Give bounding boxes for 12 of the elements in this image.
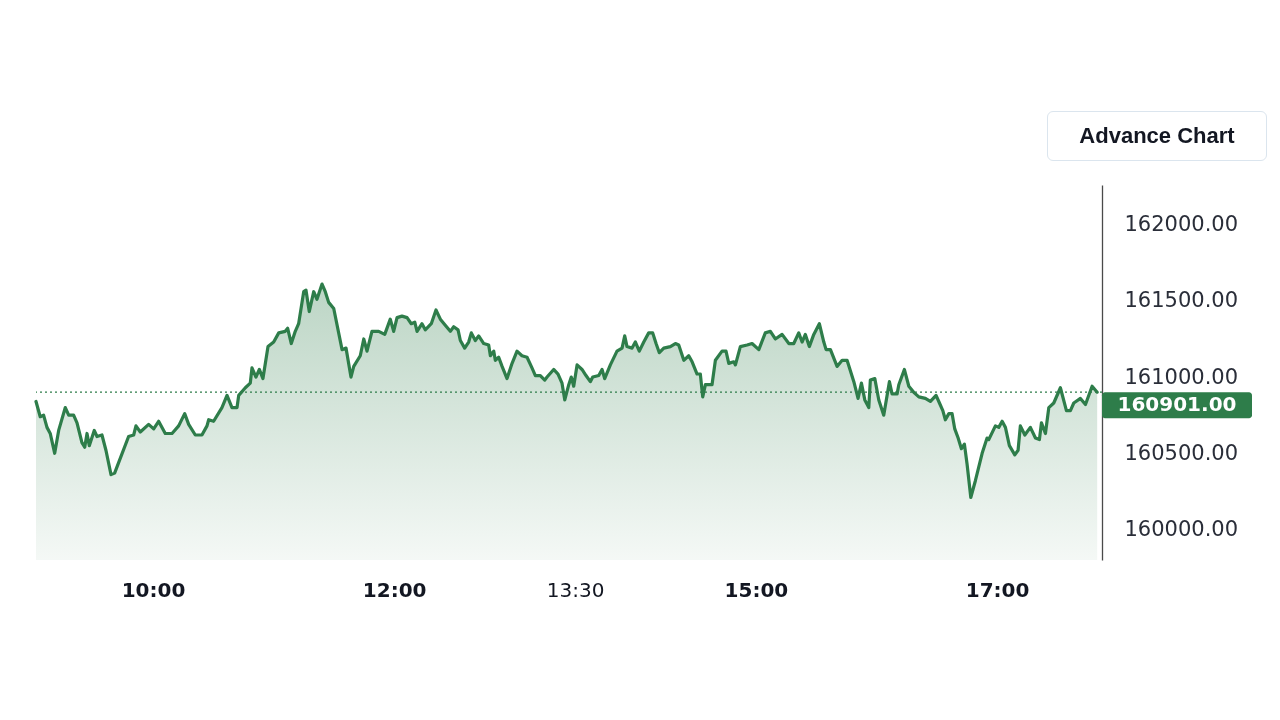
x-tick-label: 12:00: [362, 577, 427, 602]
x-tick-label: 17:00: [965, 577, 1030, 602]
x-tick-label: 15:00: [724, 577, 789, 602]
y-tick-label: 160000.00: [1124, 517, 1239, 542]
y-tick-label: 161500.00: [1124, 288, 1239, 313]
x-tick-label: 10:00: [121, 577, 186, 602]
x-tick-label: 13:30: [546, 577, 605, 602]
chart-button[interactable]: Advance Chart: [1047, 111, 1267, 161]
y-tick-label: 162000.00: [1124, 212, 1239, 237]
y-tick-label: 160500.00: [1124, 440, 1239, 465]
ref-line-label: 160901.00: [1117, 392, 1237, 417]
y-tick-label: 161000.00: [1124, 364, 1239, 389]
